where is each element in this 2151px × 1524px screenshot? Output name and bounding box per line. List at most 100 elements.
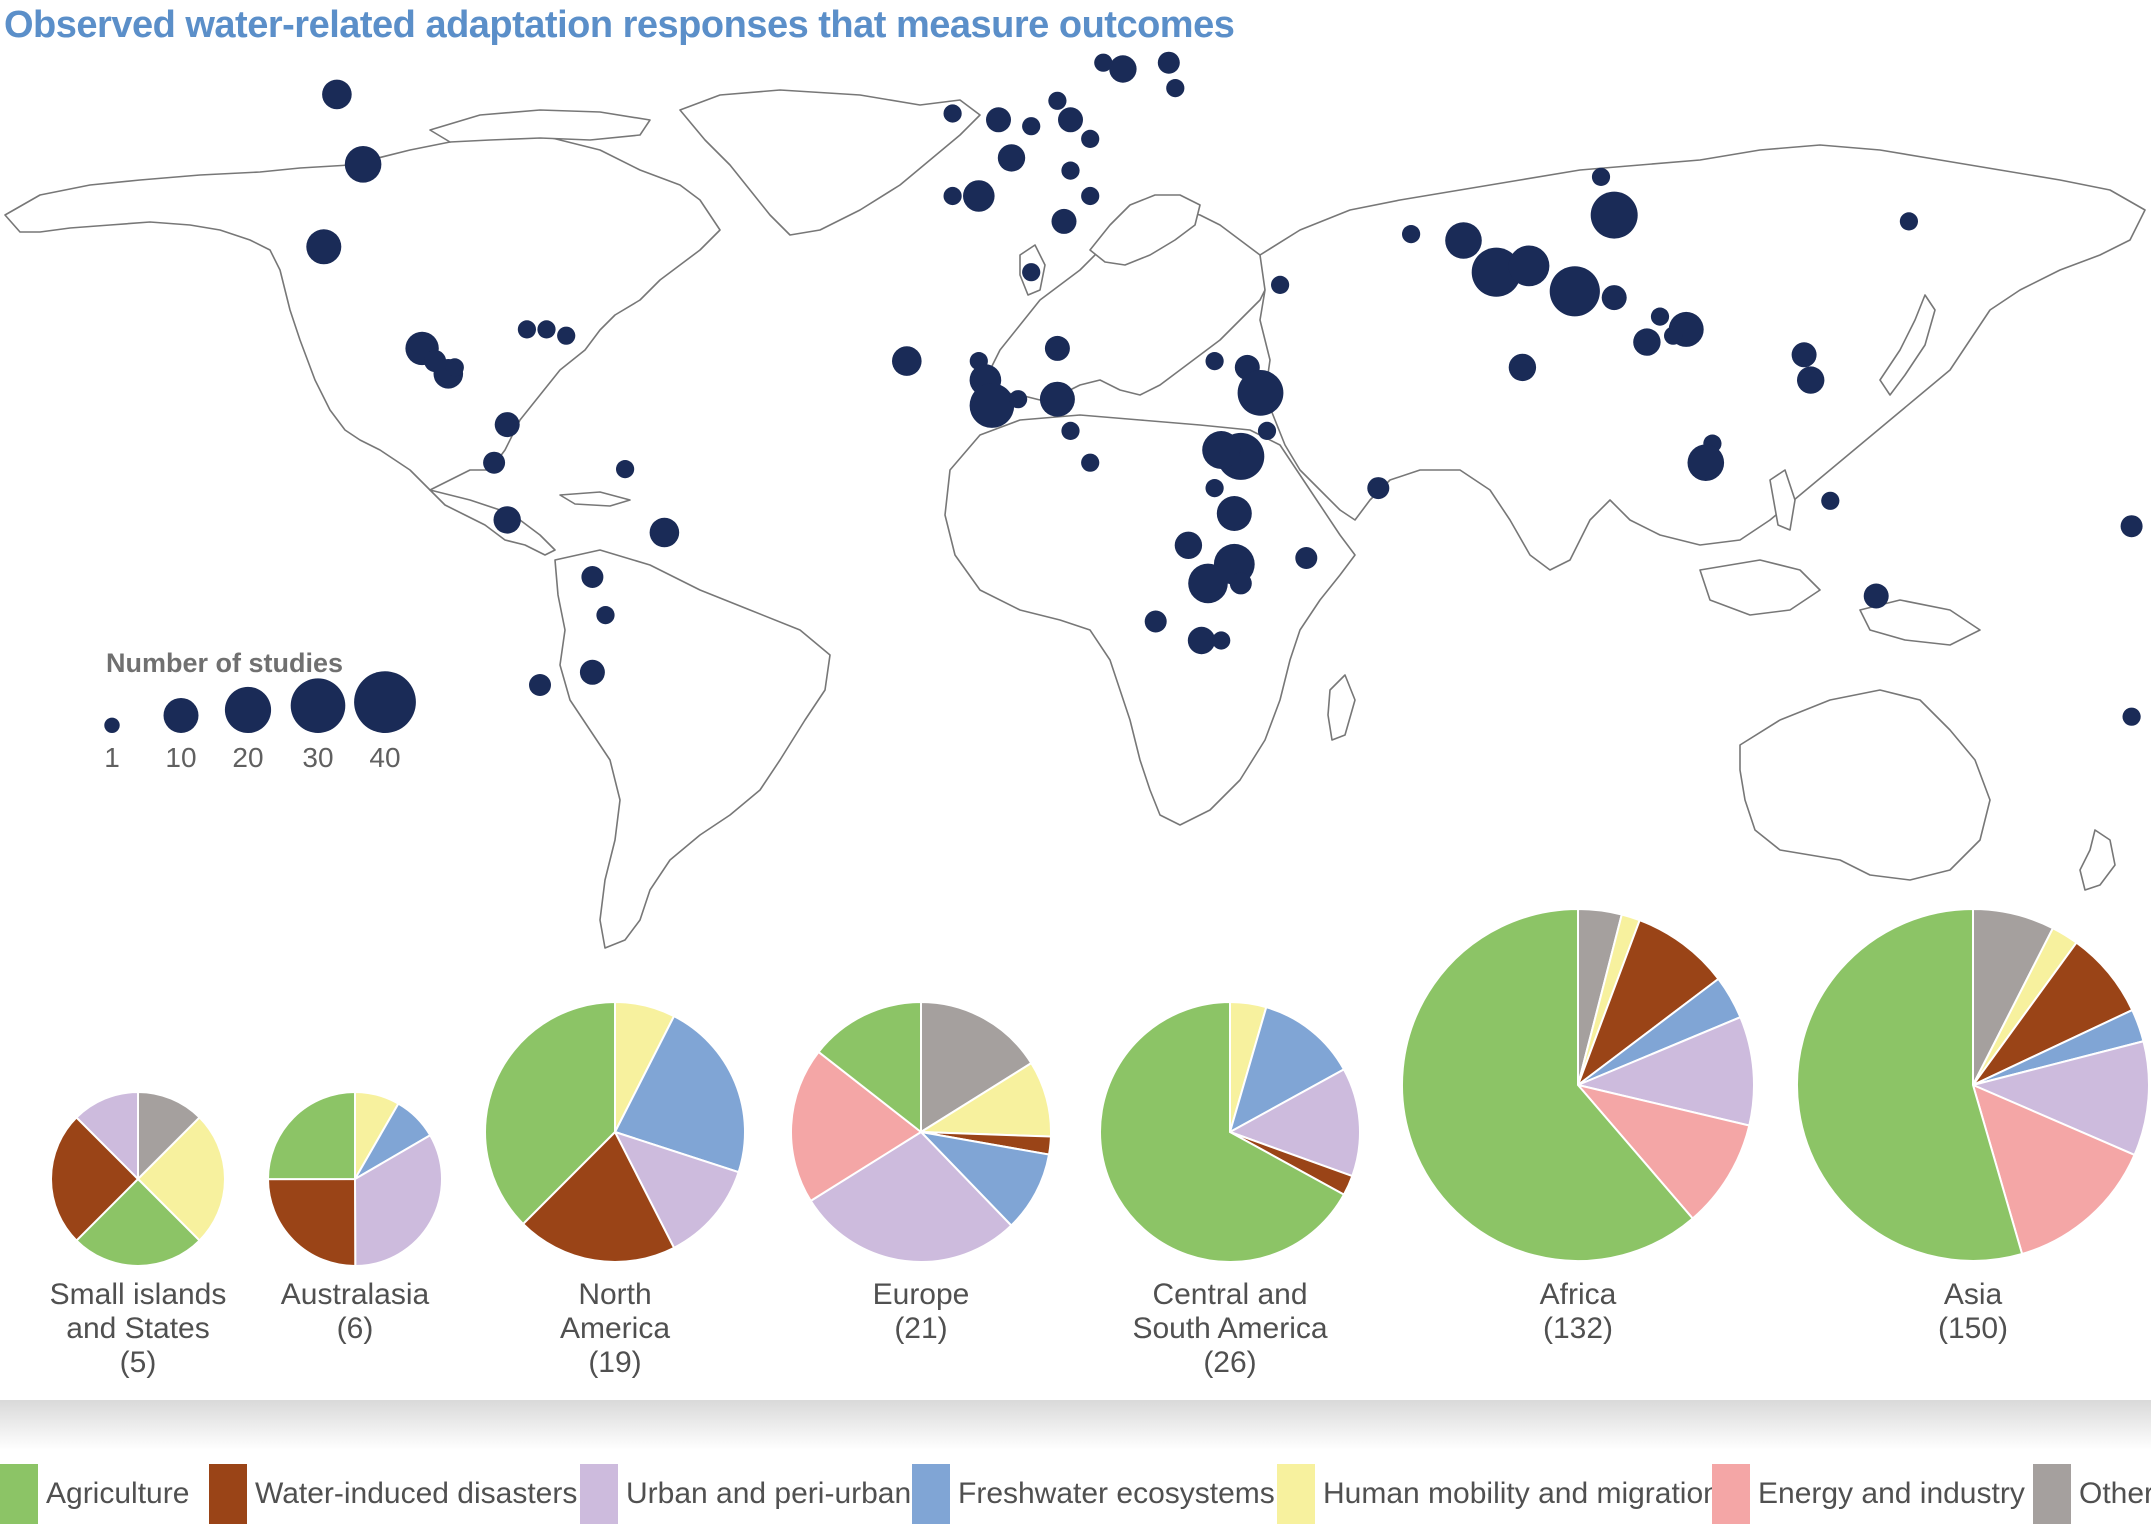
region-label-line: Small islands	[49, 1278, 227, 1311]
central-america-outline	[429, 489, 556, 556]
asia-outline	[1259, 144, 2146, 571]
pie-slice-agriculture	[266, 1090, 356, 1181]
study-dot	[1797, 366, 1825, 394]
pie-slice-energy	[1971, 1083, 2136, 1256]
legend-swatch	[580, 1464, 618, 1524]
region-label: Africa (132)	[1540, 1278, 1617, 1346]
pie-slice-freshwater	[1228, 1005, 1346, 1135]
study-dot	[1212, 631, 1231, 650]
legend-swatch	[1712, 1464, 1750, 1524]
study-dot	[649, 517, 680, 548]
study-dot	[1229, 572, 1252, 595]
study-dot	[1591, 167, 1611, 186]
legend-label: Others	[2079, 1477, 2151, 1510]
region-label-line: (132)	[1542, 1312, 1614, 1345]
study-dot	[1109, 55, 1137, 83]
study-dot	[2120, 515, 2143, 538]
pie-slice-water-induced-disasters	[49, 1116, 140, 1242]
study-dot	[997, 144, 1026, 172]
region-label-line: Central and	[1152, 1278, 1308, 1311]
region-label-line: Australasia	[280, 1278, 430, 1311]
region-label-line: North	[578, 1278, 652, 1311]
philippines-outline	[1769, 469, 1796, 531]
pie-slice-agriculture	[1401, 907, 1695, 1262]
study-dot	[1633, 328, 1661, 356]
legend-swatch	[209, 1464, 247, 1524]
legend-item-others: Others	[2033, 1464, 2151, 1524]
region-label-line: (5)	[119, 1346, 157, 1379]
legend-item-mobility: Human mobility and migration	[1277, 1464, 1720, 1524]
size-legend-label: 30	[302, 742, 334, 773]
world-map	[4, 51, 2150, 1268]
pie-slice-others	[920, 1000, 1033, 1134]
study-dot	[1048, 91, 1067, 110]
pie-small-islands-and-states	[49, 1090, 227, 1268]
category-legend: Agriculture Water-induced disasters Urban …	[0, 1464, 2151, 1524]
divider-band	[0, 1400, 2151, 1450]
legend-label: Energy and industry	[1758, 1477, 2025, 1510]
study-dot	[1081, 453, 1100, 472]
size-legend-label: 20	[232, 742, 264, 773]
pie-asia	[1796, 907, 2150, 1262]
size-legend-label: 40	[369, 742, 401, 773]
pie-slice-urban	[1227, 1068, 1361, 1178]
legend-label: Human mobility and migration	[1323, 1477, 1720, 1510]
region-label-line: South America	[1132, 1312, 1328, 1345]
scandinavia-outline	[1089, 194, 1201, 266]
study-dot	[969, 383, 1015, 428]
study-dot	[306, 229, 342, 265]
arctic-islands-outline	[429, 109, 651, 143]
region-label-line: Asia	[1943, 1278, 2003, 1311]
pie-slice-mobility	[917, 1061, 1052, 1138]
size-legend-dot	[354, 671, 416, 733]
study-dot	[494, 412, 520, 438]
study-dot	[1188, 563, 1228, 604]
region-label: Asia (150)	[1938, 1278, 2008, 1346]
region-label-line: (6)	[336, 1312, 374, 1345]
pie-slice-water-induced-disasters	[266, 1177, 357, 1268]
north-america-outline	[4, 129, 721, 491]
region-label: Small islands and States (5)	[50, 1278, 227, 1380]
study-dot	[1205, 352, 1224, 371]
legend-label: Freshwater ecosystems	[958, 1477, 1275, 1510]
legend-item-water-induced-disasters: Water-induced disasters	[209, 1464, 577, 1524]
pie-north-america	[484, 1000, 746, 1263]
pie-slice-agriculture	[1796, 907, 2024, 1262]
legend-swatch	[912, 1464, 950, 1524]
study-dot	[1508, 353, 1537, 382]
caribbean-outline	[559, 491, 631, 507]
study-dot	[581, 566, 604, 588]
size-legend-label: 1	[104, 742, 120, 773]
legend-item-agriculture: Agriculture	[0, 1464, 189, 1524]
study-dot	[1081, 129, 1100, 148]
study-dot	[1061, 161, 1080, 180]
size-legend-dot	[290, 678, 346, 733]
study-dot	[943, 186, 962, 206]
legend-label: Water-induced disasters	[255, 1477, 578, 1510]
pie-slice-urban	[75, 1090, 139, 1182]
region-label: North America (19)	[560, 1278, 670, 1380]
study-dot	[1295, 547, 1318, 569]
pie-slice-freshwater	[918, 1130, 1051, 1227]
pie-slice-agriculture	[484, 1000, 616, 1226]
legend-label: Urban and peri-urban	[626, 1477, 912, 1510]
pie-slice-agriculture	[1099, 1000, 1346, 1263]
pie-slice-agriculture	[75, 1177, 201, 1268]
pie-slice-agriculture	[817, 1000, 922, 1135]
legend-swatch	[1277, 1464, 1315, 1524]
south-america-outline	[554, 549, 831, 949]
study-dot	[1039, 381, 1075, 417]
study-dot	[963, 180, 995, 212]
legend-item-freshwater: Freshwater ecosystems	[912, 1464, 1275, 1524]
study-dot	[1402, 225, 1421, 244]
region-label-line: (19)	[588, 1346, 642, 1379]
region-label-line: America	[559, 1312, 671, 1345]
japan-outline	[1879, 294, 1936, 396]
study-dot	[1174, 531, 1203, 559]
study-dot	[1202, 431, 1241, 469]
pie-slice-energy	[790, 1050, 923, 1203]
size-legend-dot	[104, 717, 120, 733]
study-dot	[1061, 421, 1080, 440]
study-dot	[579, 659, 605, 685]
legend-label: Agriculture	[46, 1477, 190, 1510]
